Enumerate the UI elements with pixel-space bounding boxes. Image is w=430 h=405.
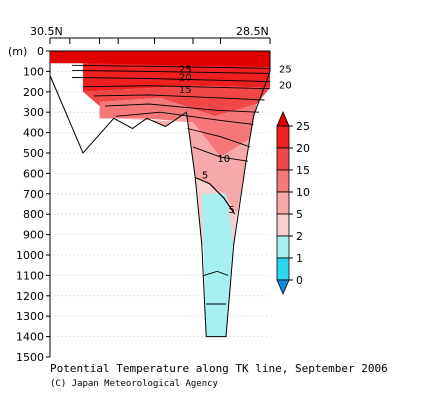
y-tick-label: 1200 [16, 290, 44, 303]
contour-line [187, 128, 251, 148]
y-tick-label: 0 [37, 45, 44, 58]
contour-label: 20 [279, 81, 292, 92]
color-bar-label: 0 [296, 274, 303, 287]
y-tick-label: 1500 [16, 351, 44, 364]
x-label-left: 30.5N [30, 25, 63, 38]
contour-line [192, 146, 249, 162]
y-tick-label: 600 [23, 167, 44, 180]
contour-label: 5 [202, 171, 208, 182]
color-bar-label: 25 [296, 120, 310, 133]
contour-line [71, 77, 271, 83]
color-bar-label: 2 [296, 230, 303, 243]
chart-credit: (C) Japan Meteorological Agency [50, 379, 218, 389]
band-10-15 [99, 97, 257, 158]
y-tick-label: 300 [23, 106, 44, 119]
contour-line [82, 85, 271, 90]
bottom-topography [49, 50, 271, 338]
contour-line [203, 270, 229, 276]
band-1-2 [201, 193, 234, 337]
color-bar-label: 15 [296, 164, 310, 177]
contour-label: 20 [179, 73, 192, 84]
y-tick-label: 800 [23, 208, 44, 221]
y-tick-label: 1300 [16, 310, 44, 323]
y-tick-label: 900 [23, 229, 44, 242]
band-20-25 [83, 63, 270, 92]
y-tick-label: 700 [23, 188, 44, 201]
color-bar-label: 1 [296, 252, 303, 265]
color-bar-segment [276, 147, 290, 171]
color-bar-segment [276, 191, 290, 215]
y-tick-label: 1400 [16, 331, 44, 344]
y-axis-label: (m) [8, 45, 27, 58]
contour-label: 25 [279, 64, 292, 75]
contour-label: 5 [228, 205, 234, 216]
contour-line [71, 64, 271, 69]
color-bar-segment [276, 125, 290, 149]
y-tick-label: 400 [23, 127, 44, 140]
color-bar-segment [276, 169, 290, 193]
contour-label: 25 [179, 64, 192, 75]
color-bar-bottom-arrow [276, 279, 290, 296]
contour-label: 15 [179, 85, 192, 96]
color-bar-segment [276, 257, 290, 281]
color-bar-label: 10 [296, 186, 310, 199]
contour-line [115, 111, 254, 125]
band-above-25 [50, 51, 270, 68]
contour-line [194, 176, 236, 215]
chart-title: Potential Temperature along TK line, Sep… [50, 362, 388, 375]
color-bar-label: 5 [296, 208, 303, 221]
color-bar-segment [276, 235, 290, 259]
color-bar-label: 20 [296, 142, 310, 155]
band-5-10 [113, 112, 251, 215]
y-tick-label: 100 [23, 65, 44, 78]
contour-label: 10 [217, 154, 230, 165]
contour-line [93, 94, 265, 101]
contour-line [71, 69, 271, 74]
x-label-right: 28.5N [236, 25, 269, 38]
contour-line [104, 103, 260, 113]
color-bar-top-arrow [276, 110, 290, 127]
y-tick-label: 500 [23, 147, 44, 160]
y-tick-label: 200 [23, 86, 44, 99]
y-tick-label: 1000 [16, 249, 44, 262]
color-bar-segment [276, 213, 290, 237]
y-tick-label: 1100 [16, 269, 44, 282]
